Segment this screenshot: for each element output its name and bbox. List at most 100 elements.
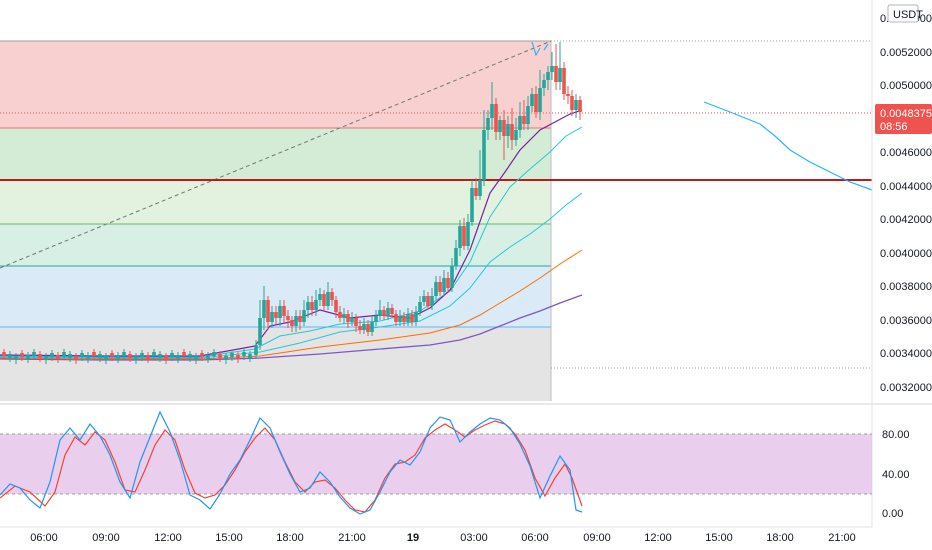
stochastic-k-line <box>0 410 583 515</box>
candle-body <box>430 296 434 306</box>
time-axis[interactable]: 06:00 09:00 12:00 15:00 18:00 21:00 19 0… <box>30 532 856 544</box>
ema-mid-line <box>0 192 583 359</box>
candle-body <box>382 310 386 316</box>
candle-body <box>378 310 382 316</box>
candle-body <box>86 355 90 359</box>
price-label: 0.0046000 <box>880 147 932 159</box>
fib-zone-green-1 <box>0 128 551 180</box>
candle-body <box>8 354 12 358</box>
candle-body <box>562 68 566 94</box>
time-label: 09:00 <box>92 532 120 544</box>
candle-body <box>20 353 24 357</box>
candle-body <box>98 354 102 358</box>
candle-body <box>406 314 410 322</box>
candle-body <box>570 96 574 110</box>
candle-body <box>386 308 390 316</box>
price-label: 0.0036000 <box>880 315 932 327</box>
currency-badge[interactable]: USDT <box>887 4 923 23</box>
candle-body <box>278 306 282 318</box>
stochastic-label: 0.00 <box>882 508 903 520</box>
candle-body <box>574 100 578 110</box>
price-axis[interactable]: 0.0054000 0.0052000 0.0050000 0.0046000 … <box>880 13 932 394</box>
candle-body <box>578 100 582 112</box>
candle-body <box>422 296 426 302</box>
candle-body <box>128 354 132 358</box>
candle-body <box>490 104 494 118</box>
stochastic-label: 40.00 <box>882 469 910 481</box>
ema-slow-line <box>0 294 583 361</box>
candle-body <box>318 294 322 300</box>
candle-body <box>310 302 314 310</box>
candle-body <box>434 282 438 296</box>
candle-body <box>554 66 558 82</box>
last-price-tag-box <box>875 104 932 134</box>
candle-body <box>298 316 302 322</box>
candle-body <box>274 312 278 318</box>
candle-body <box>158 354 162 358</box>
time-label: 12:00 <box>154 532 182 544</box>
candle-body <box>450 266 454 288</box>
time-label-day: 19 <box>407 532 419 544</box>
candle-body <box>140 353 144 357</box>
candle-body <box>566 94 570 96</box>
candle-body <box>342 314 346 318</box>
candle-body <box>80 353 84 357</box>
candle-body <box>236 355 240 359</box>
candle-body <box>334 300 338 312</box>
candle-body <box>526 106 530 124</box>
candle-body <box>394 314 398 322</box>
candle-body <box>510 124 514 140</box>
candle-body <box>402 316 406 322</box>
candle-body <box>2 352 6 356</box>
candle-body <box>146 355 150 359</box>
candle-body <box>74 356 78 360</box>
candle-body <box>62 352 66 356</box>
candle-body <box>194 356 198 360</box>
price-label: 0.0050000 <box>880 80 932 92</box>
ema-projection-line <box>703 101 873 191</box>
time-label: 15:00 <box>705 532 733 544</box>
candle-body <box>212 352 216 356</box>
candle-body <box>262 300 266 318</box>
candle-body <box>14 356 18 360</box>
candle-body <box>462 226 466 246</box>
candle-body <box>266 300 270 322</box>
candle-body <box>482 130 486 180</box>
candle-body <box>546 72 550 80</box>
candle-body <box>478 180 482 196</box>
candle-body <box>218 354 222 358</box>
candle-body <box>426 296 430 306</box>
candle-body <box>358 326 362 330</box>
stochastic-band <box>0 434 872 494</box>
candle-body <box>182 352 186 356</box>
candle-body <box>414 312 418 322</box>
time-label: 15:00 <box>215 532 243 544</box>
fib-zone-red <box>0 41 551 128</box>
candle-body <box>314 300 318 310</box>
candle-body <box>506 124 510 136</box>
stochastic-axis[interactable]: 80.00 40.00 0.00 <box>882 429 910 520</box>
fib-trend-line <box>0 40 552 269</box>
stochastic-label: 80.00 <box>882 429 910 441</box>
candle-body <box>446 278 450 288</box>
stochastic-pane[interactable] <box>0 410 872 515</box>
fib-zone-green-2 <box>0 180 551 224</box>
candle-body <box>338 312 342 318</box>
candle-body <box>32 352 36 356</box>
candle-body <box>326 292 330 306</box>
candle-body <box>224 356 228 360</box>
candle-body <box>502 120 506 136</box>
candle-body <box>330 292 334 300</box>
stochastic-d-line <box>0 420 583 513</box>
time-label: 09:00 <box>583 532 611 544</box>
drawing-mark[interactable] <box>531 41 549 57</box>
candle-body <box>390 308 394 314</box>
candle-body <box>306 302 310 310</box>
last-price-tag: 0.0048375 08:56 <box>875 104 932 134</box>
time-label: 21:00 <box>828 532 856 544</box>
candlestick-series[interactable] <box>2 42 582 364</box>
candle-body <box>534 94 538 112</box>
candle-body <box>200 353 204 357</box>
candle-body <box>370 322 374 332</box>
